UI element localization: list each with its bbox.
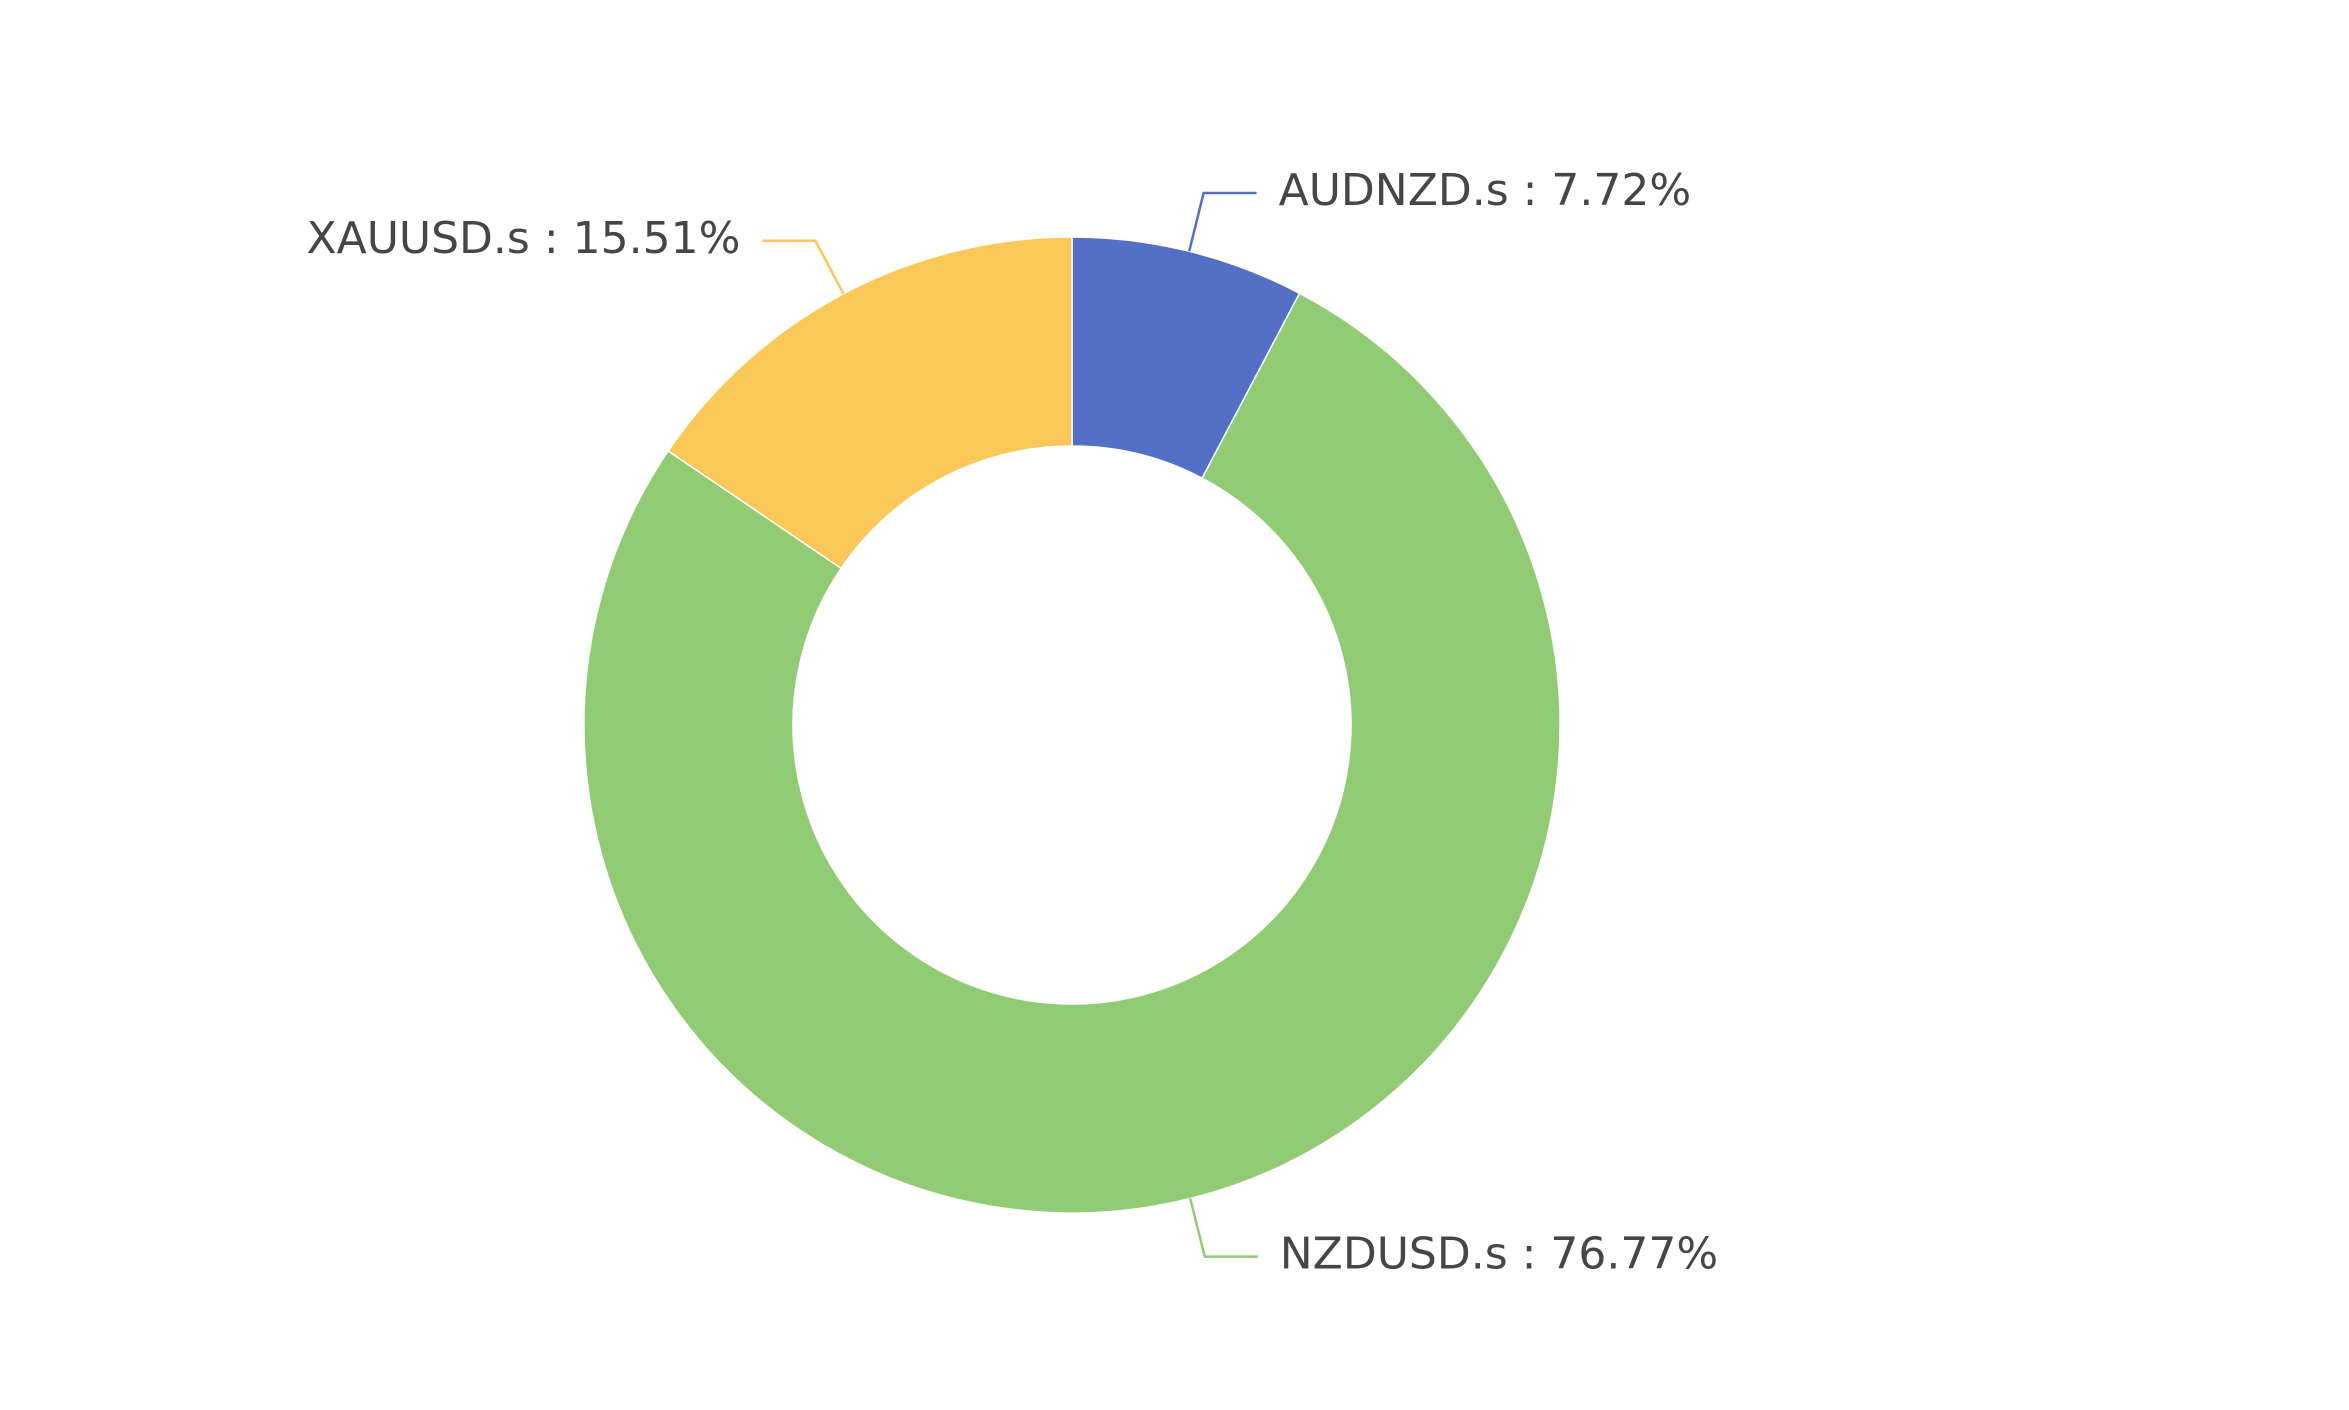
label-leader: [1187, 191, 1257, 252]
label-leader: [1189, 1198, 1258, 1258]
donut-slice: [667, 236, 1073, 570]
slice-label: XAUUSD.s : 15.51%: [306, 213, 740, 264]
slice-label: NZDUSD.s : 76.77%: [1280, 1229, 1718, 1280]
slice-label: AUDNZD.s : 7.72%: [1279, 165, 1692, 216]
label-leader: [762, 239, 845, 295]
donut-slice: [583, 292, 1561, 1214]
